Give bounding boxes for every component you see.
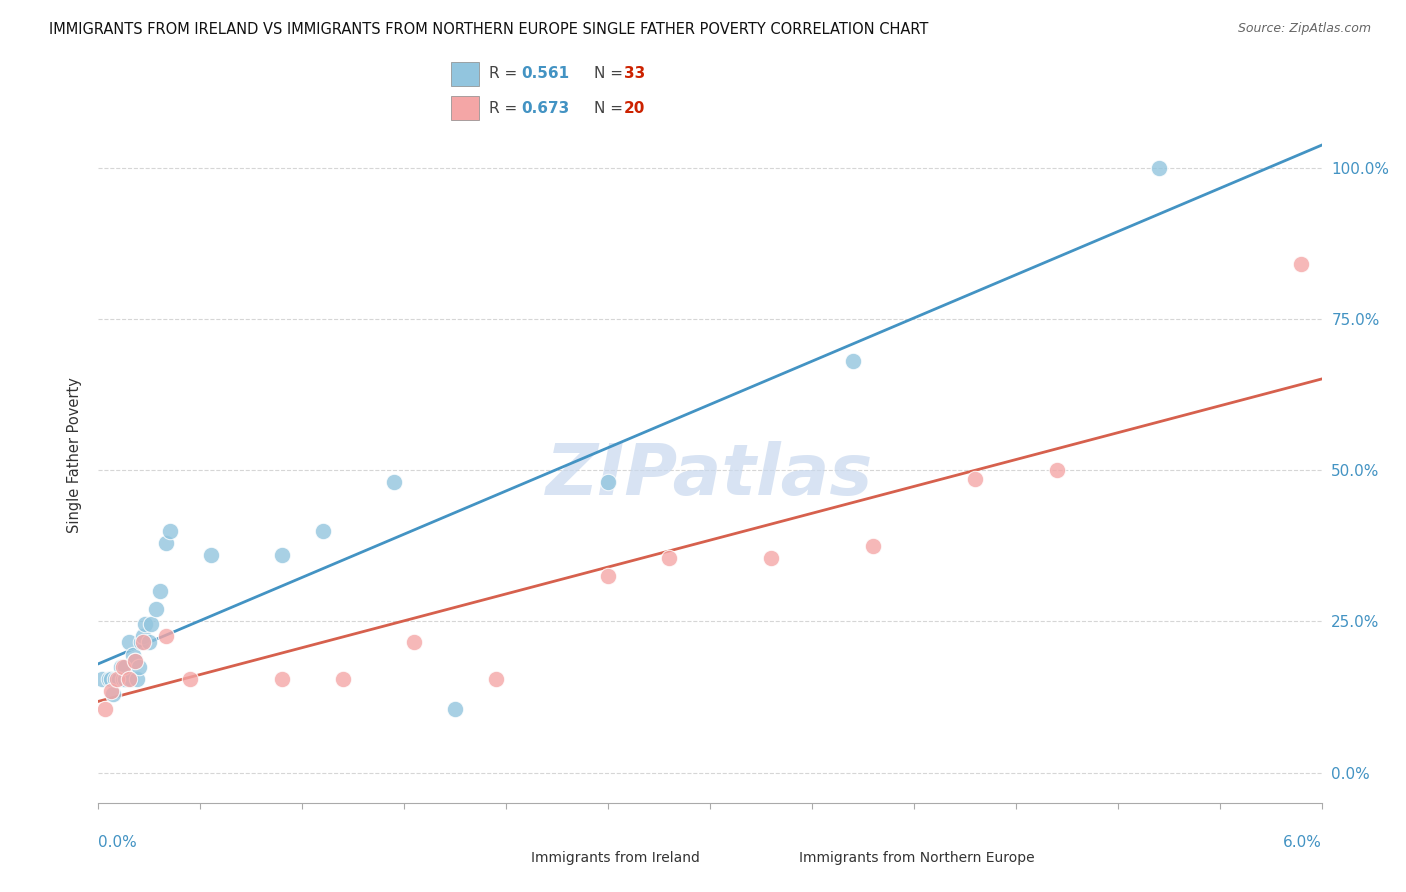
Point <box>159 524 181 538</box>
Bar <box>451 62 478 87</box>
Y-axis label: Single Father Poverty: Single Father Poverty <box>67 377 83 533</box>
Point <box>111 659 134 673</box>
Text: 20: 20 <box>624 101 645 116</box>
Point <box>122 648 145 662</box>
Text: N =: N = <box>593 67 627 81</box>
Point <box>444 702 467 716</box>
Point <box>404 635 426 649</box>
Point <box>963 472 986 486</box>
Point <box>270 672 292 686</box>
Text: Source: ZipAtlas.com: Source: ZipAtlas.com <box>1237 22 1371 36</box>
Point <box>111 672 134 686</box>
Point <box>841 354 863 368</box>
Point <box>1147 161 1170 175</box>
Text: 6.0%: 6.0% <box>1282 836 1322 850</box>
Point <box>155 535 177 549</box>
Point <box>270 548 292 562</box>
Point <box>100 672 122 686</box>
Point <box>485 672 508 686</box>
Point <box>108 672 131 686</box>
Point <box>129 635 152 649</box>
Point <box>114 659 136 673</box>
Point <box>598 475 620 490</box>
Point <box>124 654 146 668</box>
Point <box>179 672 201 686</box>
Point <box>124 654 146 668</box>
Point <box>104 672 127 686</box>
Point <box>332 672 354 686</box>
Text: ZIPatlas: ZIPatlas <box>547 442 873 510</box>
Point <box>138 635 160 649</box>
Point <box>114 672 136 686</box>
Text: IMMIGRANTS FROM IRELAND VS IMMIGRANTS FROM NORTHERN EUROPE SINGLE FATHER POVERTY: IMMIGRANTS FROM IRELAND VS IMMIGRANTS FR… <box>49 22 928 37</box>
Point <box>101 687 124 701</box>
Text: 0.0%: 0.0% <box>98 836 138 850</box>
Point <box>134 617 156 632</box>
Point <box>598 569 620 583</box>
Point <box>100 684 122 698</box>
Text: R =: R = <box>489 101 523 116</box>
Point <box>97 672 120 686</box>
Point <box>658 550 681 565</box>
Point <box>120 672 142 686</box>
Text: Immigrants from Northern Europe: Immigrants from Northern Europe <box>799 851 1035 865</box>
Point <box>110 659 132 673</box>
Point <box>1045 463 1069 477</box>
Point <box>127 672 149 686</box>
Bar <box>451 96 478 120</box>
Text: 0.561: 0.561 <box>522 67 569 81</box>
Point <box>862 539 884 553</box>
Text: Immigrants from Ireland: Immigrants from Ireland <box>531 851 700 865</box>
Point <box>1289 257 1312 271</box>
Point <box>761 550 783 565</box>
Text: R =: R = <box>489 67 523 81</box>
Point <box>145 602 167 616</box>
Text: 0.673: 0.673 <box>522 101 569 116</box>
Point <box>149 584 172 599</box>
Point <box>155 629 177 643</box>
Point <box>91 672 114 686</box>
Point <box>128 659 150 673</box>
Text: N =: N = <box>593 101 627 116</box>
Text: 33: 33 <box>624 67 645 81</box>
Point <box>141 617 163 632</box>
Point <box>382 475 405 490</box>
Point <box>105 672 128 686</box>
Point <box>93 702 115 716</box>
Point <box>118 635 141 649</box>
Point <box>132 635 155 649</box>
Point <box>118 672 141 686</box>
Point <box>200 548 222 562</box>
Point <box>311 524 335 538</box>
Point <box>132 629 155 643</box>
